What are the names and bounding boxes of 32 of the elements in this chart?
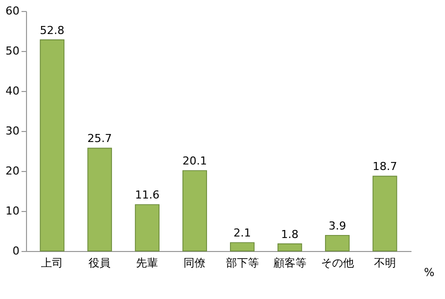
y-tick-label: 10 [6, 204, 20, 218]
x-tick-label: 役員 [88, 256, 111, 270]
y-tick-label: 0 [12, 244, 20, 258]
x-tick-label: 先輩 [136, 256, 158, 270]
data-label: 25.7 [87, 132, 112, 146]
x-tick-label: 部下等 [226, 256, 259, 270]
y-tick-label: 30 [6, 124, 20, 138]
bar [87, 148, 112, 252]
text: % [424, 266, 434, 279]
bar [134, 204, 160, 252]
bar [278, 243, 302, 252]
y-tick-label: 60 [6, 4, 20, 18]
data-label: 3.9 [328, 219, 346, 232]
data-label: 2.1 [234, 226, 252, 240]
bar [230, 242, 255, 252]
y-tick-label: 50 [6, 44, 20, 58]
x-tick-label: 同僚 [184, 256, 206, 270]
bar [372, 176, 398, 252]
y-tick-label: 20 [6, 164, 20, 178]
bar [40, 39, 64, 252]
data-label: 52.8 [40, 24, 64, 37]
data-label: 1.8 [281, 228, 299, 241]
x-tick-label: 顧客等 [273, 256, 306, 270]
y-tick-label: 40 [6, 84, 20, 98]
bar [325, 235, 350, 252]
x-tick-label: その他 [320, 256, 354, 270]
x-tick-label: 上司 [41, 256, 64, 270]
data-label: 20.1 [182, 154, 207, 168]
bar [182, 170, 208, 252]
data-label: 11.6 [134, 188, 160, 202]
x-tick-label: 不明 [374, 256, 396, 270]
data-label: 18.7 [372, 160, 398, 174]
